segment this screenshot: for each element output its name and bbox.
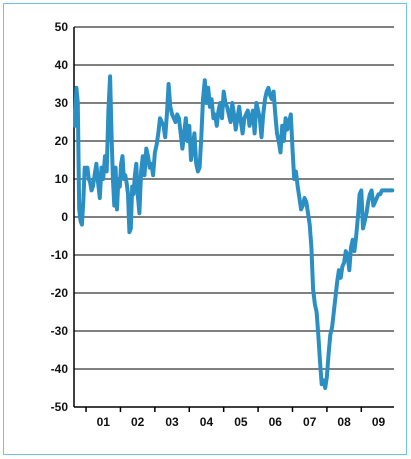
x-tick-label: 02 — [131, 415, 145, 429]
x-tick-label: 03 — [165, 415, 179, 429]
x-axis-tick-labels: 01 02 03 04 05 06 07 08 09 — [97, 415, 386, 429]
y-tick-label: -50 — [51, 400, 69, 414]
axes — [73, 27, 394, 412]
y-tick-label: 0 — [61, 210, 68, 224]
y-tick-label: -40 — [51, 362, 69, 376]
y-axis-tick-labels: 50 40 30 20 10 0 -10 -20 -30 -40 -50 — [51, 20, 69, 414]
y-tick-label: -30 — [51, 324, 69, 338]
x-tick-label: 07 — [303, 415, 317, 429]
x-tick-label: 04 — [200, 415, 214, 429]
y-tick-label: 20 — [55, 134, 69, 148]
x-tick-label: 09 — [372, 415, 386, 429]
y-tick-label: -20 — [51, 286, 69, 300]
x-tick-label: 05 — [234, 415, 248, 429]
y-tick-label: 50 — [55, 20, 69, 34]
series-line-0 — [73, 74, 395, 390]
gridlines — [74, 26, 394, 370]
chart-frame: 50 40 30 20 10 0 -10 -20 -30 -40 -50 01 02 03 04 05 06 0… — [3, 3, 407, 455]
x-tick-label: 01 — [97, 415, 111, 429]
y-tick-label: -10 — [51, 248, 69, 262]
y-tick-label: 30 — [55, 96, 69, 110]
y-tick-label: 10 — [55, 172, 69, 186]
series-layer — [73, 74, 395, 390]
x-tick-label: 08 — [337, 415, 351, 429]
y-tick-label: 40 — [55, 58, 69, 72]
x-tick-label: 06 — [269, 415, 283, 429]
